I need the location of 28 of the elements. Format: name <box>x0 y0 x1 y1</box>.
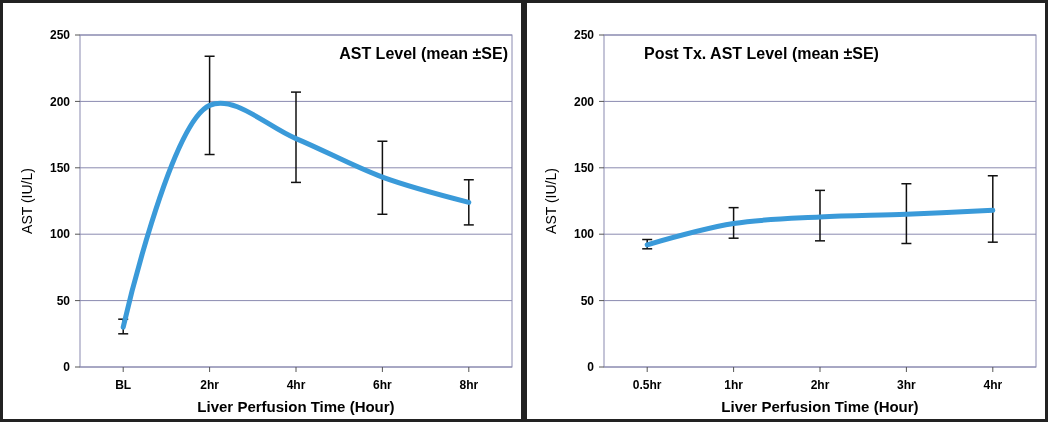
x-tick-label: BL <box>115 378 132 392</box>
text: Post Tx. AST Level (mean ±SE) <box>644 45 879 62</box>
x-tick-label: 0.5hr <box>632 378 662 392</box>
x-axis-title: Liver Perfusion Time (Hour) <box>197 398 395 415</box>
y-tick-label: 250 <box>49 28 71 43</box>
y-tick-label: 150 <box>573 161 595 175</box>
y-tick-label: 100 <box>49 227 71 242</box>
y-tick-label: 50 <box>56 293 71 308</box>
x-tick-label: 8hr <box>459 378 479 392</box>
y-tick-label: 150 <box>49 161 71 175</box>
y-tick-label: 200 <box>49 94 71 109</box>
y-tick-label: 250 <box>573 28 595 43</box>
x-tick-label: 2hr <box>200 378 220 392</box>
y-tick-label: 200 <box>573 94 595 109</box>
x-tick-label: 4hr <box>286 378 306 392</box>
y-tick-label: 100 <box>573 227 595 242</box>
x-tick-label: 3hr <box>897 378 917 392</box>
y-tick-label: 0 <box>63 360 71 375</box>
x-tick-label: 4hr <box>983 378 1003 392</box>
y-axis-title: AST (IU/L) <box>543 168 559 234</box>
x-axis-title: Liver Perfusion Time (Hour) <box>721 398 919 415</box>
x-tick-label: 6hr <box>373 378 393 392</box>
y-axis-title: AST (IU/L) <box>19 168 35 234</box>
y-tick-label: 0 <box>587 360 595 375</box>
text: AST Level (mean ±SE) <box>339 45 508 62</box>
y-tick-label: 50 <box>580 293 595 308</box>
x-tick-label: 2hr <box>810 378 830 392</box>
x-tick-label: 1hr <box>724 378 744 392</box>
